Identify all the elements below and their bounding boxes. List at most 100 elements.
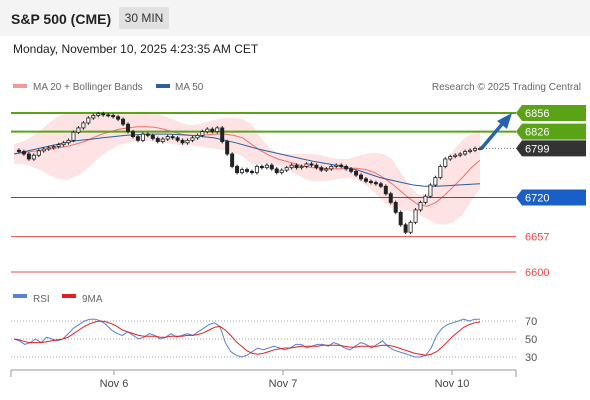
candle-body [175, 137, 180, 141]
candle-body [249, 170, 254, 174]
candle [468, 148, 473, 154]
candle-body [96, 113, 101, 116]
level-label-6856: 6856 [525, 108, 549, 120]
candle [423, 194, 428, 205]
candle-body [408, 221, 413, 233]
bollinger-legend-swatch [13, 84, 27, 88]
candle [363, 176, 368, 184]
candle-body [91, 115, 96, 119]
rsi-tick-30: 30 [525, 352, 537, 364]
candle [240, 167, 245, 175]
candle [61, 140, 66, 147]
candle [359, 173, 364, 181]
candle [36, 149, 41, 158]
candle-body [284, 167, 289, 171]
candle-body [254, 166, 259, 174]
candle [150, 133, 155, 141]
candle-body [388, 193, 393, 203]
candle [106, 113, 111, 118]
candle [170, 134, 175, 140]
x-tick-label-0: Nov 6 [100, 378, 129, 390]
ma50-legend-text: MA 50 [175, 82, 204, 93]
forecast-arrow-head [497, 113, 512, 129]
candle [111, 113, 116, 119]
candle [344, 164, 349, 171]
candle-body [76, 127, 81, 133]
candle [96, 111, 101, 118]
candle-body [403, 224, 408, 233]
candle-body [468, 149, 473, 152]
candle-body [463, 151, 468, 155]
ma9-legend-text: 9MA [82, 294, 103, 305]
candle-body [215, 127, 220, 133]
candle-body [458, 153, 463, 156]
candle-body [334, 164, 339, 167]
level-label-6600: 6600 [525, 267, 549, 279]
forecast-arrow-shaft [479, 121, 505, 151]
candle-body [269, 164, 274, 170]
rsi-ma9-line [13, 320, 481, 356]
candle [453, 153, 458, 159]
candle-body [368, 180, 373, 183]
candle [160, 137, 165, 144]
candle-body [160, 138, 165, 142]
candle-body [150, 134, 155, 139]
candle [438, 164, 443, 180]
timeframe-button[interactable]: 30 MIN [119, 7, 169, 29]
bollinger-band-fill [14, 111, 480, 225]
candle [294, 163, 299, 170]
candle-body [36, 150, 41, 156]
candle [349, 167, 354, 174]
candle-body [363, 178, 368, 182]
candle-body [329, 166, 334, 170]
candle-body [205, 128, 210, 133]
candle-body [121, 118, 126, 125]
candle [46, 145, 51, 151]
candle [200, 129, 205, 138]
candle-body [473, 148, 478, 151]
candle-body [130, 131, 135, 138]
candle [463, 149, 468, 156]
candle [383, 184, 388, 196]
candle [329, 164, 334, 171]
candle [373, 180, 378, 186]
candle [413, 208, 418, 225]
candle [354, 169, 359, 177]
candle [225, 139, 230, 156]
candle [433, 175, 438, 187]
candle-body [304, 163, 309, 167]
candle-body [101, 113, 106, 116]
instrument-title: S&P 500 (CME) [11, 11, 112, 27]
candle [235, 164, 240, 175]
candle [220, 126, 225, 144]
candle-body [349, 168, 354, 172]
candle [145, 132, 150, 138]
candle-body [170, 136, 175, 139]
candle-body [383, 185, 388, 195]
candle-body [344, 166, 349, 170]
candle-body [145, 133, 150, 136]
candle-body [21, 151, 26, 155]
candle [41, 147, 46, 153]
candle-body [428, 184, 433, 197]
candle-body [71, 131, 76, 141]
candle [51, 144, 56, 150]
candle-body [46, 147, 51, 150]
candle [393, 200, 398, 215]
candle [304, 162, 309, 169]
candle [398, 210, 403, 227]
rsi-tick-70: 70 [525, 316, 537, 328]
candle-body [235, 166, 240, 174]
candle-body [240, 169, 245, 174]
candle-body [418, 202, 423, 211]
candle-body [393, 202, 398, 213]
candle-body [165, 136, 170, 140]
candle [205, 127, 210, 134]
level-box-6856 [516, 105, 586, 121]
level-label-6720: 6720 [525, 192, 549, 204]
x-tick-label-2: Nov 10 [435, 378, 470, 390]
candle [86, 116, 91, 125]
candle-body [220, 127, 225, 142]
candle-body [41, 148, 46, 152]
